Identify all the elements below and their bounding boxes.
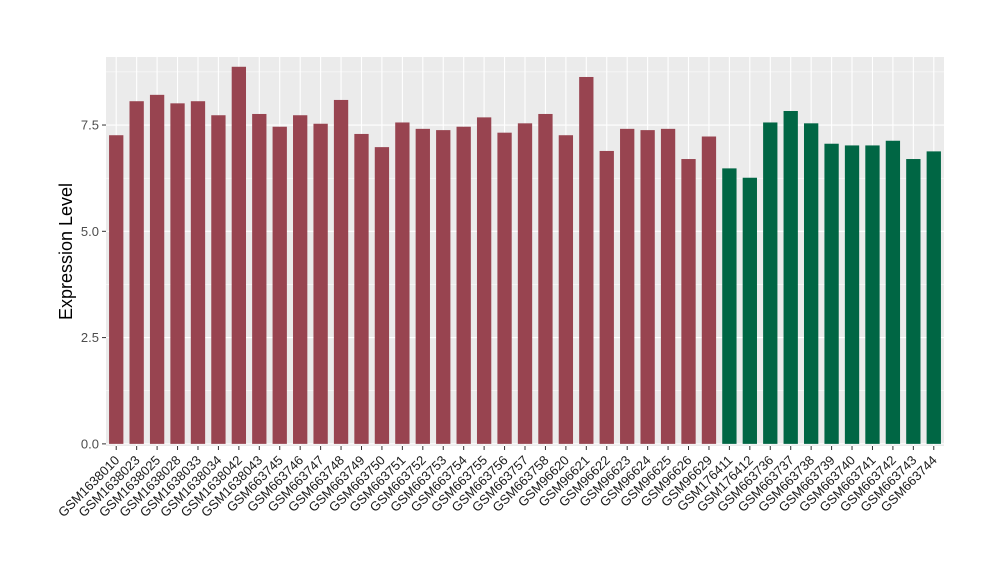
bar bbox=[293, 115, 308, 444]
bar bbox=[517, 123, 533, 444]
bar bbox=[803, 123, 819, 444]
bar bbox=[252, 113, 267, 444]
bar bbox=[170, 103, 185, 444]
bar bbox=[231, 66, 247, 444]
bar bbox=[844, 145, 860, 444]
x-axis: GSM1638010GSM1638023GSM1638025GSM1638028… bbox=[55, 446, 940, 520]
y-tick-label: 7.5 bbox=[81, 118, 99, 133]
bar bbox=[640, 130, 655, 444]
bar bbox=[926, 151, 941, 444]
bars-group bbox=[109, 66, 941, 444]
bar bbox=[660, 128, 676, 444]
bar bbox=[109, 135, 124, 444]
bar bbox=[538, 113, 553, 444]
y-tick-label: 5.0 bbox=[81, 224, 99, 239]
bar bbox=[865, 145, 880, 444]
bar bbox=[497, 132, 512, 444]
bar bbox=[558, 135, 574, 444]
bar bbox=[374, 147, 390, 444]
bar bbox=[620, 128, 635, 444]
bar bbox=[579, 76, 594, 444]
bar bbox=[885, 140, 901, 444]
bar bbox=[415, 128, 430, 444]
bar bbox=[701, 136, 717, 444]
y-axis-title: Expression Level bbox=[56, 183, 76, 320]
bar bbox=[906, 159, 921, 444]
bar bbox=[129, 101, 144, 444]
bar bbox=[190, 101, 206, 444]
bar bbox=[436, 130, 451, 444]
bar bbox=[742, 177, 757, 444]
bar bbox=[149, 94, 165, 444]
bar bbox=[211, 115, 226, 444]
bar bbox=[681, 159, 696, 444]
bar bbox=[599, 150, 614, 444]
bar bbox=[763, 122, 778, 444]
bar bbox=[272, 126, 287, 444]
bar bbox=[476, 117, 492, 444]
bar bbox=[722, 168, 737, 444]
bar bbox=[783, 110, 798, 444]
y-tick-label: 0.0 bbox=[81, 436, 99, 451]
bar bbox=[395, 122, 410, 444]
bar bbox=[333, 99, 349, 444]
y-tick-label: 2.5 bbox=[81, 330, 99, 345]
bar bbox=[824, 143, 839, 444]
y-axis: 0.0 2.5 5.0 7.5 bbox=[81, 118, 106, 451]
bar bbox=[354, 133, 369, 444]
bar bbox=[313, 123, 328, 444]
bar bbox=[456, 126, 471, 444]
